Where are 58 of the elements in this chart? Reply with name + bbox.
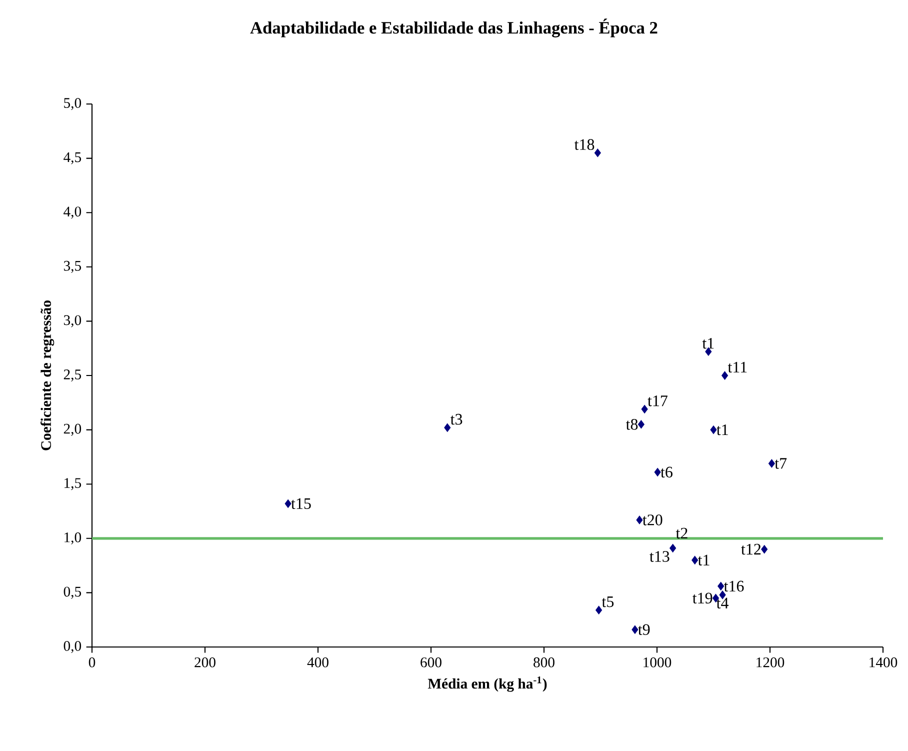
- x-tick-label: 800: [534, 657, 554, 668]
- annotation: t8: [626, 418, 638, 430]
- point: [444, 423, 451, 432]
- y-tick-label: 5,0: [64, 98, 82, 110]
- annotation: t9: [638, 624, 650, 635]
- point: [284, 499, 292, 508]
- x-axis-title: Média em (kg ha$^{-1}$): [428, 676, 547, 692]
- point: [632, 625, 638, 634]
- y-tick-label: 3,5: [64, 260, 82, 273]
- annotation: t7: [774, 458, 787, 469]
- annotation: t1: [702, 338, 714, 349]
- y-tick-label: 3,0: [64, 315, 82, 328]
- point: [636, 516, 643, 524]
- point: [654, 468, 661, 476]
- y-tick-label: 2,5: [64, 370, 82, 382]
- point: [768, 459, 775, 468]
- x-tick-label: 1000: [644, 657, 672, 668]
- y-tick-label: 1,0: [64, 532, 82, 544]
- annotation: t16: [724, 580, 744, 592]
- annotation: t15: [291, 498, 311, 509]
- y-tick-label: 2,0: [64, 424, 82, 436]
- y-tick-label: 0,0: [64, 641, 82, 654]
- x-tick-label: 1200: [756, 657, 784, 668]
- annotation: t13: [650, 551, 670, 562]
- annotation: t3: [450, 414, 462, 425]
- point: [718, 582, 724, 590]
- point: [670, 544, 676, 552]
- y-tick-label: 0,5: [64, 586, 82, 599]
- point: [638, 420, 644, 429]
- annotation: t1: [698, 554, 710, 566]
- annotation: t11: [728, 362, 747, 373]
- x-tick-label: 1400: [870, 657, 898, 668]
- x-tick-label: 200: [194, 657, 216, 668]
- annotation: t4: [716, 598, 729, 608]
- x-tick-label: 400: [307, 657, 328, 668]
- x-tick-label: 0: [88, 657, 96, 668]
- annotation: t18: [574, 139, 594, 150]
- annotation: t5: [602, 596, 614, 608]
- x-tick-label: 600: [420, 657, 442, 668]
- annotation: t19: [692, 592, 712, 604]
- y-tick-label: 4,0: [64, 206, 82, 219]
- point: [722, 371, 728, 380]
- annotation: t12: [741, 544, 761, 555]
- annotation: t1: [716, 424, 728, 436]
- chart-title: Adaptabilidade e Estabilidade das Linhagens - Época 2: [250, 18, 658, 38]
- y-tick-label: 4,5: [64, 152, 82, 164]
- point: [641, 404, 648, 414]
- point: [596, 606, 602, 614]
- y-axis-title: Coeficiente de regressão: [40, 300, 54, 450]
- annotation: t17: [648, 396, 668, 406]
- point: [761, 544, 768, 554]
- point: [692, 556, 698, 564]
- annotation: t6: [660, 466, 672, 478]
- annotation: t20: [642, 514, 662, 526]
- point: [594, 148, 601, 158]
- annotation: t2: [676, 528, 688, 539]
- point: [710, 426, 717, 434]
- y-tick-label: 1,5: [64, 478, 82, 490]
